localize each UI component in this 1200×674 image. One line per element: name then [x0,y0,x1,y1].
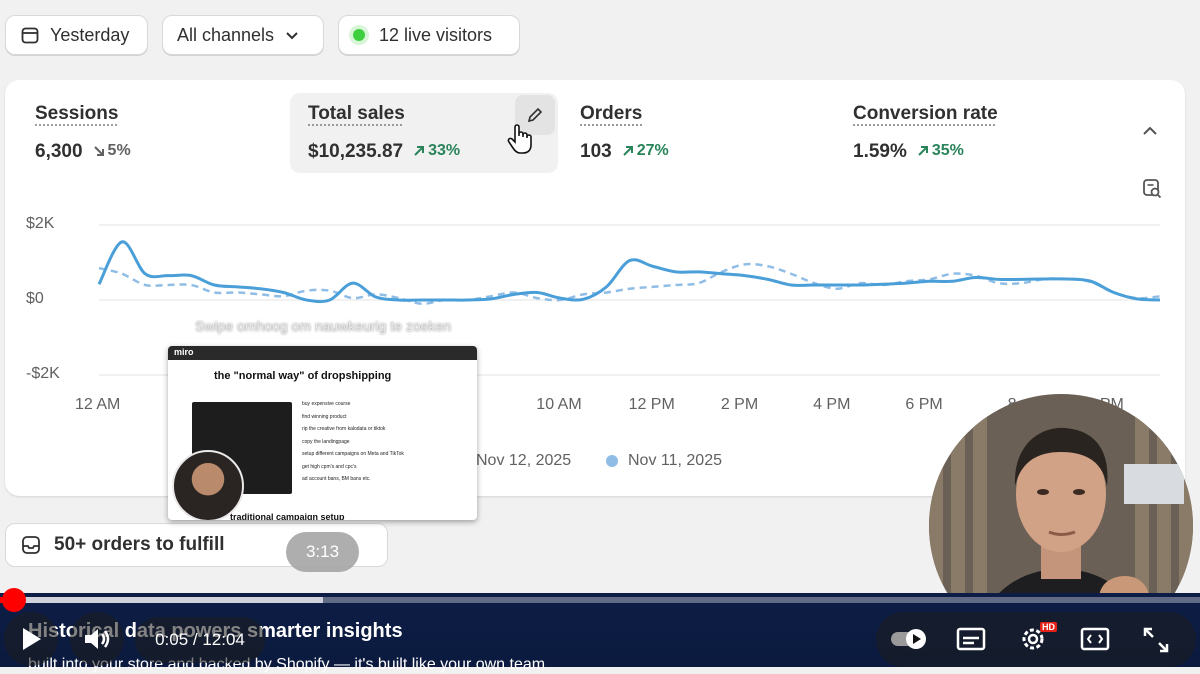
x-tick-label: 2 PM [721,396,758,414]
seek-hint: Swipe omhoog om nauwkeurig te zoeken [195,318,451,334]
metric-change-value: 35% [932,142,964,160]
preview-toolbar: miro [168,346,477,360]
metric-sessions[interactable]: Sessions 6,300 5% [17,93,267,173]
fullscreen-icon [1142,626,1170,654]
arrow-up-right-icon [917,145,929,157]
pencil-icon [525,105,545,125]
fullscreen-button[interactable] [1142,626,1170,659]
preview-timestamp: 3:13 [286,532,359,572]
x-tick-label: 12 AM [75,396,120,414]
metric-change: 35% [917,142,964,160]
captions-icon [956,626,986,652]
date-filter-button[interactable]: Yesterday [5,15,148,55]
live-visitors-button[interactable]: 12 live visitors [338,15,520,55]
volume-icon [82,626,112,652]
report-search-icon [1141,177,1163,199]
metric-value: 1.59% [853,141,907,163]
arrow-up-right-icon [413,145,425,157]
x-tick-label: 10 AM [536,396,581,414]
hand-cursor-icon [507,123,533,155]
metric-label: Conversion rate [853,103,1067,125]
volume-button[interactable] [70,612,124,666]
preview-list-item: buy expensive course [302,398,404,411]
metric-change: 27% [622,142,669,160]
seek-preview-thumbnail: miro the "normal way" of dropshipping bu… [168,346,477,520]
legend-label: Nov 12, 2025 [476,452,571,470]
preview-list-item: get high cpm's and cpc's [302,461,404,474]
time-display: 0:05 / 12:04 [135,617,265,663]
metric-change: 5% [93,142,131,160]
autoplay-toggle[interactable] [890,628,930,655]
progress-buffered [0,597,323,603]
arrow-up-right-icon [622,145,634,157]
metric-orders[interactable]: Orders 103 27% [562,93,812,173]
metric-conversion-rate[interactable]: Conversion rate 1.59% 35% [835,93,1085,173]
metric-value: $10,235.87 [308,141,403,163]
channels-filter-label: All channels [177,25,274,46]
live-status-dot [353,29,365,41]
inbox-icon [20,534,42,556]
settings-button[interactable]: HD [1018,624,1048,659]
arrow-down-right-icon [93,145,105,157]
metric-change-value: 33% [428,142,460,160]
metric-change: 33% [413,142,460,160]
hd-badge: HD [1040,622,1057,632]
preview-list-item: setup different campaigns on Meta and Ti… [302,448,404,461]
legend-dot [606,455,618,467]
play-icon [19,626,43,652]
captions-button[interactable] [956,626,986,657]
preview-list-item: find winning product [302,411,404,424]
chevron-up-icon [1139,120,1161,142]
chevron-down-icon [284,27,300,43]
preview-logo: miro [174,347,194,357]
preview-list-item: ad account bans, BM bans etc. [302,473,404,486]
orders-to-fulfill-label: 50+ orders to fulfill [54,534,225,556]
calendar-icon [20,25,40,45]
y-tick-label: $2K [26,215,54,233]
autoplay-toggle-icon [890,628,930,650]
channels-filter-dropdown[interactable]: All channels [162,15,324,55]
live-visitors-label: 12 live visitors [379,25,492,46]
theater-mode-button[interactable] [1080,626,1110,657]
metric-value: 103 [580,141,612,163]
play-button[interactable] [4,612,58,666]
scrubber-handle[interactable] [2,588,26,612]
metric-change-value: 5% [108,142,131,160]
theater-icon [1080,626,1110,652]
metric-total-sales[interactable]: Total sales $10,235.87 33% [290,93,558,173]
preview-presenter-avatar [172,450,244,520]
preview-footer: traditional campaign setup [230,512,345,520]
preview-list-item: rip the creative from kalodata or tiktok [302,423,404,436]
legend-item-nov-12: Nov 12, 2025 [476,452,571,470]
x-tick-label: 12 PM [629,396,675,414]
metric-label: Orders [580,103,794,125]
metric-label: Total sales [308,103,540,125]
x-tick-label: 6 PM [905,396,942,414]
metric-label: Sessions [35,103,249,125]
date-filter-label: Yesterday [50,25,129,46]
preview-list: buy expensive course find winning produc… [302,398,404,486]
collapse-button[interactable] [1139,120,1161,142]
legend-item-nov-11: Nov 11, 2025 [606,452,722,470]
metric-value: 6,300 [35,141,83,163]
metric-change-value: 27% [637,142,669,160]
preview-heading: the "normal way" of dropshipping [214,370,391,382]
y-tick-label: -$2K [26,365,60,383]
legend-label: Nov 11, 2025 [628,452,722,470]
report-button[interactable] [1141,177,1163,199]
preview-list-item: copy the landingpage [302,436,404,449]
y-tick-label: $0 [26,290,44,308]
x-tick-label: 4 PM [813,396,850,414]
